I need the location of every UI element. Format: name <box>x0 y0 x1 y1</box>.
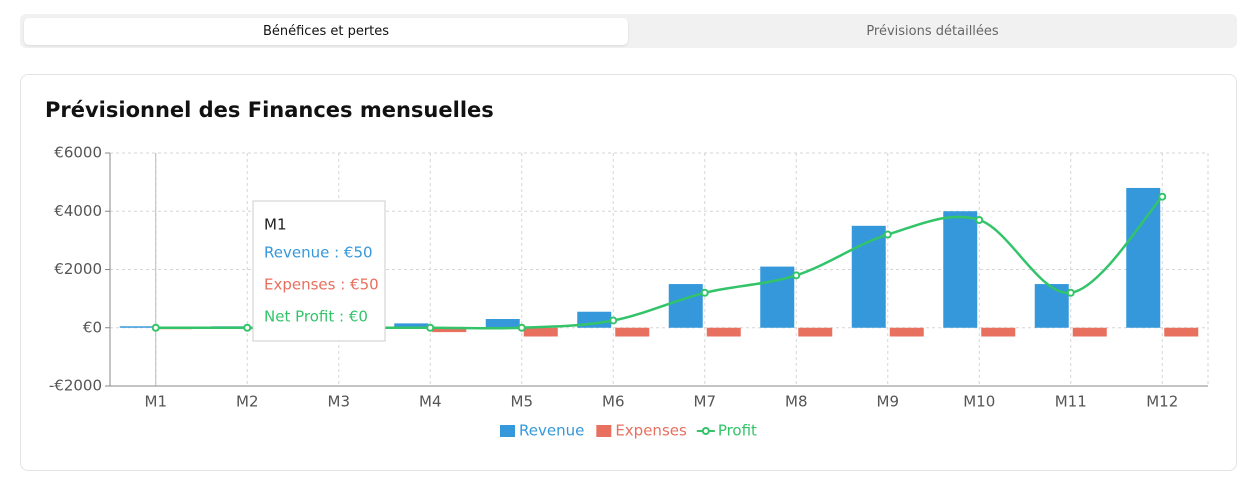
legend-label[interactable]: Revenue <box>519 422 584 440</box>
tab[interactable]: Prévisions détaillées <box>866 24 999 39</box>
tooltip-line: Expenses : €50 <box>264 276 379 294</box>
legend-swatch <box>500 425 515 437</box>
point <box>426 323 435 332</box>
x-tick-label: M1 <box>145 393 168 411</box>
bar <box>615 327 650 337</box>
point <box>243 323 252 332</box>
tooltip-box <box>252 200 386 342</box>
bar <box>760 266 795 328</box>
x-tick-label: M12 <box>1146 393 1178 411</box>
bar <box>1034 284 1069 328</box>
x-tick-label: M8 <box>785 393 808 411</box>
bar <box>394 323 429 328</box>
tooltip-title: M1 <box>264 216 287 234</box>
bar <box>1072 327 1107 337</box>
bar <box>943 211 978 328</box>
point <box>151 323 160 332</box>
bar <box>981 327 1016 337</box>
bar <box>798 327 833 337</box>
bar <box>485 319 520 328</box>
point <box>517 323 526 332</box>
y-tick-label: €0 <box>83 318 102 336</box>
card <box>20 74 1237 471</box>
x-tick-label: M6 <box>602 393 625 411</box>
tab-bar: Bénéfices et pertes Prévisions détaillée… <box>20 14 1237 48</box>
point <box>609 316 618 325</box>
bar <box>119 326 154 328</box>
x-tick-label: M7 <box>694 393 717 411</box>
bar <box>432 327 467 333</box>
legend-swatch <box>701 427 710 435</box>
bar <box>1126 187 1161 328</box>
tooltip-line: Revenue : €50 <box>264 244 373 262</box>
tooltip-line: Net Profit : €0 <box>264 308 368 326</box>
tab[interactable]: Bénéfices et pertes <box>24 18 628 45</box>
bar <box>889 327 924 337</box>
point <box>1158 192 1167 201</box>
x-tick-label: M10 <box>963 393 995 411</box>
bar <box>706 327 741 337</box>
x-tick-label: M4 <box>419 393 442 411</box>
x-tick-label: M5 <box>511 393 534 411</box>
y-tick-label: €2000 <box>54 260 102 278</box>
point <box>792 271 801 280</box>
point <box>883 230 892 239</box>
tooltip: M1 Revenue : €50 Expenses : €50 Net Profit … <box>252 200 386 342</box>
legend-label[interactable]: Expenses <box>615 422 687 440</box>
x-tick-label: M3 <box>328 393 351 411</box>
chart-title: Prévisionnel des Finances mensuelles <box>45 98 494 122</box>
y-tick-label: €6000 <box>54 144 102 162</box>
point <box>1066 288 1075 297</box>
legend-swatch <box>596 425 612 437</box>
bar <box>1164 327 1199 337</box>
legend-label[interactable]: Profit <box>718 422 757 440</box>
x-tick-label: M11 <box>1055 393 1087 411</box>
y-tick-label: -€2000 <box>49 377 102 395</box>
bar <box>668 284 703 328</box>
y-tick-label: €4000 <box>54 202 102 220</box>
x-tick-label: M2 <box>236 393 259 411</box>
point <box>975 215 984 224</box>
x-tick-label: M9 <box>877 393 900 411</box>
bar <box>523 327 558 337</box>
point <box>700 288 709 297</box>
